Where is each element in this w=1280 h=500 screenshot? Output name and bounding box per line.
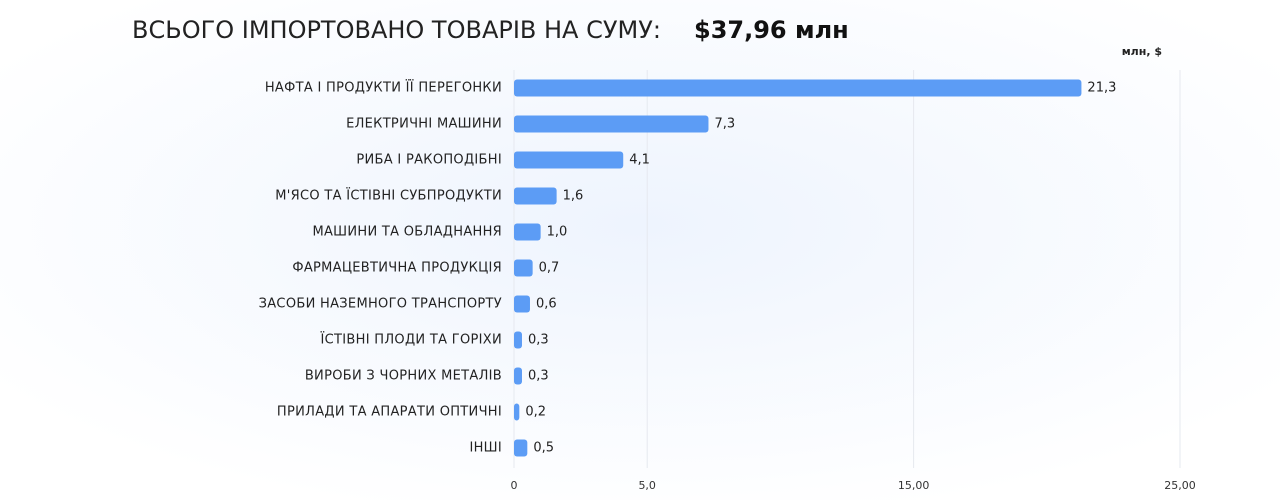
bar xyxy=(514,403,520,421)
bar xyxy=(514,151,624,169)
bar xyxy=(514,331,522,349)
x-tick-label: 15,00 xyxy=(898,479,930,492)
bar xyxy=(514,79,1082,97)
y-tick-label: М'ЯСО ТА ЇСТІВНІ СУБПРОДУКТИ xyxy=(275,188,502,204)
y-tick-label: ФАРМАЦЕВТИЧНА ПРОДУКЦІЯ xyxy=(292,261,502,276)
unit-label: млн, $ xyxy=(1122,45,1162,58)
chart-title: ВСЬОГО ІМПОРТОВАНО ТОВАРІВ НА СУМУ: xyxy=(132,16,661,44)
bar xyxy=(514,439,528,457)
bar xyxy=(514,223,541,241)
value-label: 7,3 xyxy=(714,117,735,132)
value-label: 1,6 xyxy=(563,189,584,204)
bar xyxy=(514,187,557,205)
bar xyxy=(514,259,533,277)
bar xyxy=(514,367,522,385)
y-tick-label: ПРИЛАДИ ТА АПАРАТИ ОПТИЧНІ xyxy=(277,405,502,420)
value-label: 0,7 xyxy=(539,261,560,276)
y-tick-label: ВИРОБИ З ЧОРНИХ МЕТАЛІВ xyxy=(305,369,502,384)
value-label: 0,5 xyxy=(533,441,554,456)
y-tick-label: ЗАСОБИ НАЗЕМНОГО ТРАНСПОРТУ xyxy=(259,297,502,312)
x-tick-label: 5,0 xyxy=(638,479,656,492)
y-tick-label: РИБА І РАКОПОДІБНІ xyxy=(356,153,502,168)
value-label: 0,6 xyxy=(536,297,557,312)
x-tick-label: 25,00 xyxy=(1164,479,1196,492)
y-tick-label: МАШИНИ ТА ОБЛАДНАННЯ xyxy=(312,225,502,240)
y-tick-label: ЇСТІВНІ ПЛОДИ ТА ГОРІХИ xyxy=(321,332,502,348)
chart-subtitle: $37,96 млн xyxy=(694,16,849,44)
value-label: 21,3 xyxy=(1087,81,1116,96)
y-tick-label: НАФТА І ПРОДУКТИ ЇЇ ПЕРЕГОНКИ xyxy=(265,80,502,96)
value-label: 0,3 xyxy=(528,333,549,348)
value-label: 4,1 xyxy=(629,153,650,168)
y-tick-label: ЕЛЕКТРИЧНІ МАШИНИ xyxy=(346,117,502,132)
value-label: 1,0 xyxy=(547,225,568,240)
y-tick-label: ІНШІ xyxy=(469,441,502,456)
value-label: 0,2 xyxy=(525,405,546,420)
x-tick-label: 0 xyxy=(511,479,518,492)
value-label: 0,3 xyxy=(528,369,549,384)
bar xyxy=(514,295,530,313)
bar xyxy=(514,115,709,133)
